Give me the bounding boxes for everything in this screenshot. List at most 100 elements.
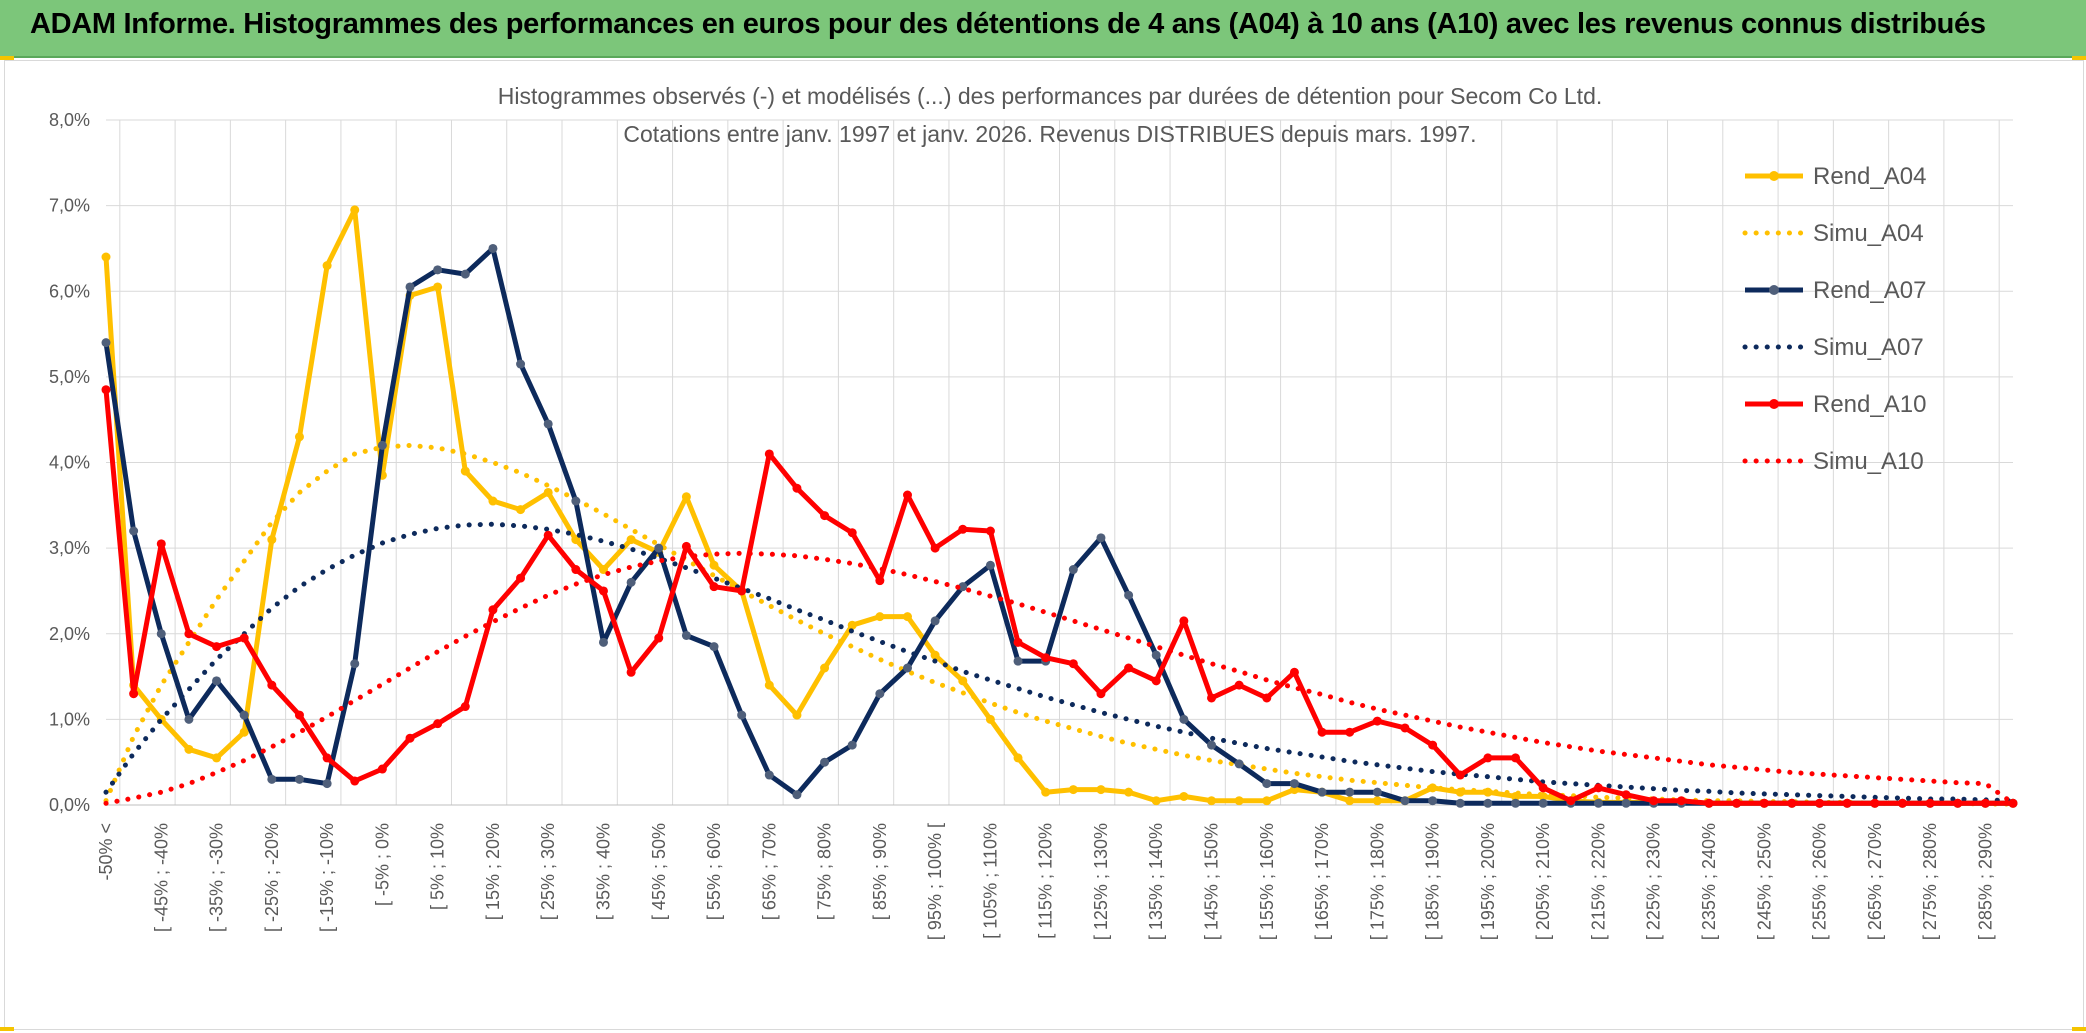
data-point [322,753,332,763]
data-point [1096,785,1106,795]
data-point [1124,663,1134,673]
data-point [1179,616,1189,626]
data-point [460,466,470,476]
legend-item: Simu_A10 [1742,448,1924,475]
corner-mark [0,56,14,60]
legend-item: Rend_A10 [1745,391,1926,418]
data-point [294,774,304,784]
data-point [1400,723,1410,733]
data-point [516,359,526,369]
data-point [1262,796,1272,806]
legend-label: Simu_A07 [1813,334,1924,361]
data-point [1593,798,1603,808]
x-tick-label: [ 205% ; 210% [1533,823,1553,940]
data-point [350,776,360,786]
data-point [322,261,332,271]
data-point [958,582,968,592]
data-point [1013,637,1023,647]
data-point [792,710,802,720]
y-axis: 0,0% 1,0% 2,0% 3,0% 4,0% 5,0% 6,0% 7,0% 8,0% [49,110,90,815]
data-point [1621,798,1631,808]
y-tick-label: 6,0% [49,281,90,301]
data-point [1151,650,1161,660]
data-point [764,680,774,690]
data-point [1538,783,1548,793]
x-tick-label: [ 245% ; 250% [1754,823,1774,940]
data-point [1041,787,1051,797]
data-point [598,565,608,575]
legend-item: Simu_A07 [1742,334,1924,361]
data-point [985,714,995,724]
data-point [875,612,885,622]
x-tick-label: [ 255% ; 260% [1810,823,1830,940]
data-point [294,432,304,442]
data-point [1455,798,1465,808]
data-point [488,496,498,506]
x-tick-label: [ 135% ; 140% [1146,823,1166,940]
data-point [405,282,415,292]
data-point [1096,689,1106,699]
legend-marker [1769,399,1779,409]
data-point [377,440,387,450]
x-tick-label: [ -45% ; -40% [151,823,171,932]
data-point [764,449,774,459]
x-tick-label: [ 195% ; 200% [1478,823,1498,940]
data-point [1124,787,1134,797]
data-point [902,612,912,622]
data-point [212,753,222,763]
x-tick-label: [ 25% ; 30% [538,823,558,920]
data-point [626,667,636,677]
data-point [1289,779,1299,789]
data-point [875,689,885,699]
chart-subtitle: Cotations entre janv. 1997 et janv. 2026… [623,121,1476,147]
x-tick-label: [ 15% ; 20% [483,823,503,920]
data-point [1234,680,1244,690]
data-point [1345,787,1355,797]
x-tick-label: [ 95% ; 100% [ [925,823,945,940]
x-tick-label: [ 85% ; 90% [870,823,890,920]
x-tick-label: [ 285% ; 290% [1975,823,1995,940]
data-point [737,710,747,720]
data-point [1041,653,1051,663]
data-point [101,252,111,262]
x-tick-label: [ 175% ; 180% [1367,823,1387,940]
data-point [709,642,719,652]
data-point [792,483,802,493]
x-tick-label: [ -35% ; -30% [207,823,227,932]
legend-label: Rend_A07 [1813,277,1926,304]
data-point [129,526,139,536]
data-point [267,774,277,784]
data-point [626,535,636,545]
data-point [239,710,249,720]
x-tick-label: [ -25% ; -20% [262,823,282,932]
data-point [212,642,222,652]
data-point [985,560,995,570]
y-tick-label: 2,0% [49,624,90,644]
data-point [1621,790,1631,800]
data-point [460,702,470,712]
data-point [1704,798,1714,808]
legend-label: Simu_A10 [1813,448,1924,475]
data-point [709,582,719,592]
data-point [1980,798,1990,808]
data-point [1345,796,1355,806]
data-point [598,586,608,596]
data-point [1511,753,1521,763]
data-point [267,680,277,690]
legend: Rend_A04 Simu_A04 Rend_A07 Simu_A07 Rend_A10… [1742,163,1926,475]
data-point [156,629,166,639]
data-point [1262,779,1272,789]
x-tick-label: [ 215% ; 220% [1588,823,1608,940]
data-point [488,605,498,615]
data-point [350,659,360,669]
data-point [654,633,664,643]
x-tick-label: [ 235% ; 240% [1699,823,1719,940]
x-tick-label: [ 45% ; 50% [649,823,669,920]
series-layer [101,205,2018,808]
data-point [681,541,691,551]
data-point [1317,727,1327,737]
data-point [1013,656,1023,666]
data-point [101,338,111,348]
data-point [516,573,526,583]
data-point [239,633,249,643]
